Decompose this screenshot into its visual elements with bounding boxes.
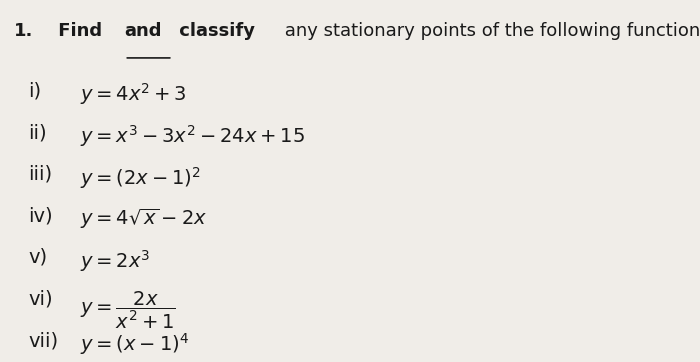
Text: iii): iii): [28, 165, 52, 184]
Text: $y = (x-1)^4$: $y = (x-1)^4$: [80, 331, 190, 357]
Text: v): v): [28, 248, 47, 267]
Text: ii): ii): [28, 123, 47, 142]
Text: $y = \dfrac{2x}{x^2+1}$: $y = \dfrac{2x}{x^2+1}$: [80, 290, 176, 331]
Text: $y = 4x^2 + 3$: $y = 4x^2 + 3$: [80, 81, 188, 108]
Text: $y = x^3 - 3x^2 - 24x + 15$: $y = x^3 - 3x^2 - 24x + 15$: [80, 123, 305, 149]
Text: classify: classify: [173, 22, 255, 40]
Text: Find: Find: [52, 22, 108, 40]
Text: 1.: 1.: [14, 22, 34, 40]
Text: $y = (2x-1)^2$: $y = (2x-1)^2$: [80, 165, 202, 191]
Text: $y = 2x^3$: $y = 2x^3$: [80, 248, 151, 274]
Text: vi): vi): [28, 290, 52, 308]
Text: i): i): [28, 81, 41, 100]
Text: $y = 4\sqrt{x} - 2x$: $y = 4\sqrt{x} - 2x$: [80, 206, 208, 231]
Text: and: and: [125, 22, 162, 40]
Text: vii): vii): [28, 331, 58, 350]
Text: any stationary points of the following functions:: any stationary points of the following f…: [279, 22, 700, 40]
Text: iv): iv): [28, 206, 52, 225]
